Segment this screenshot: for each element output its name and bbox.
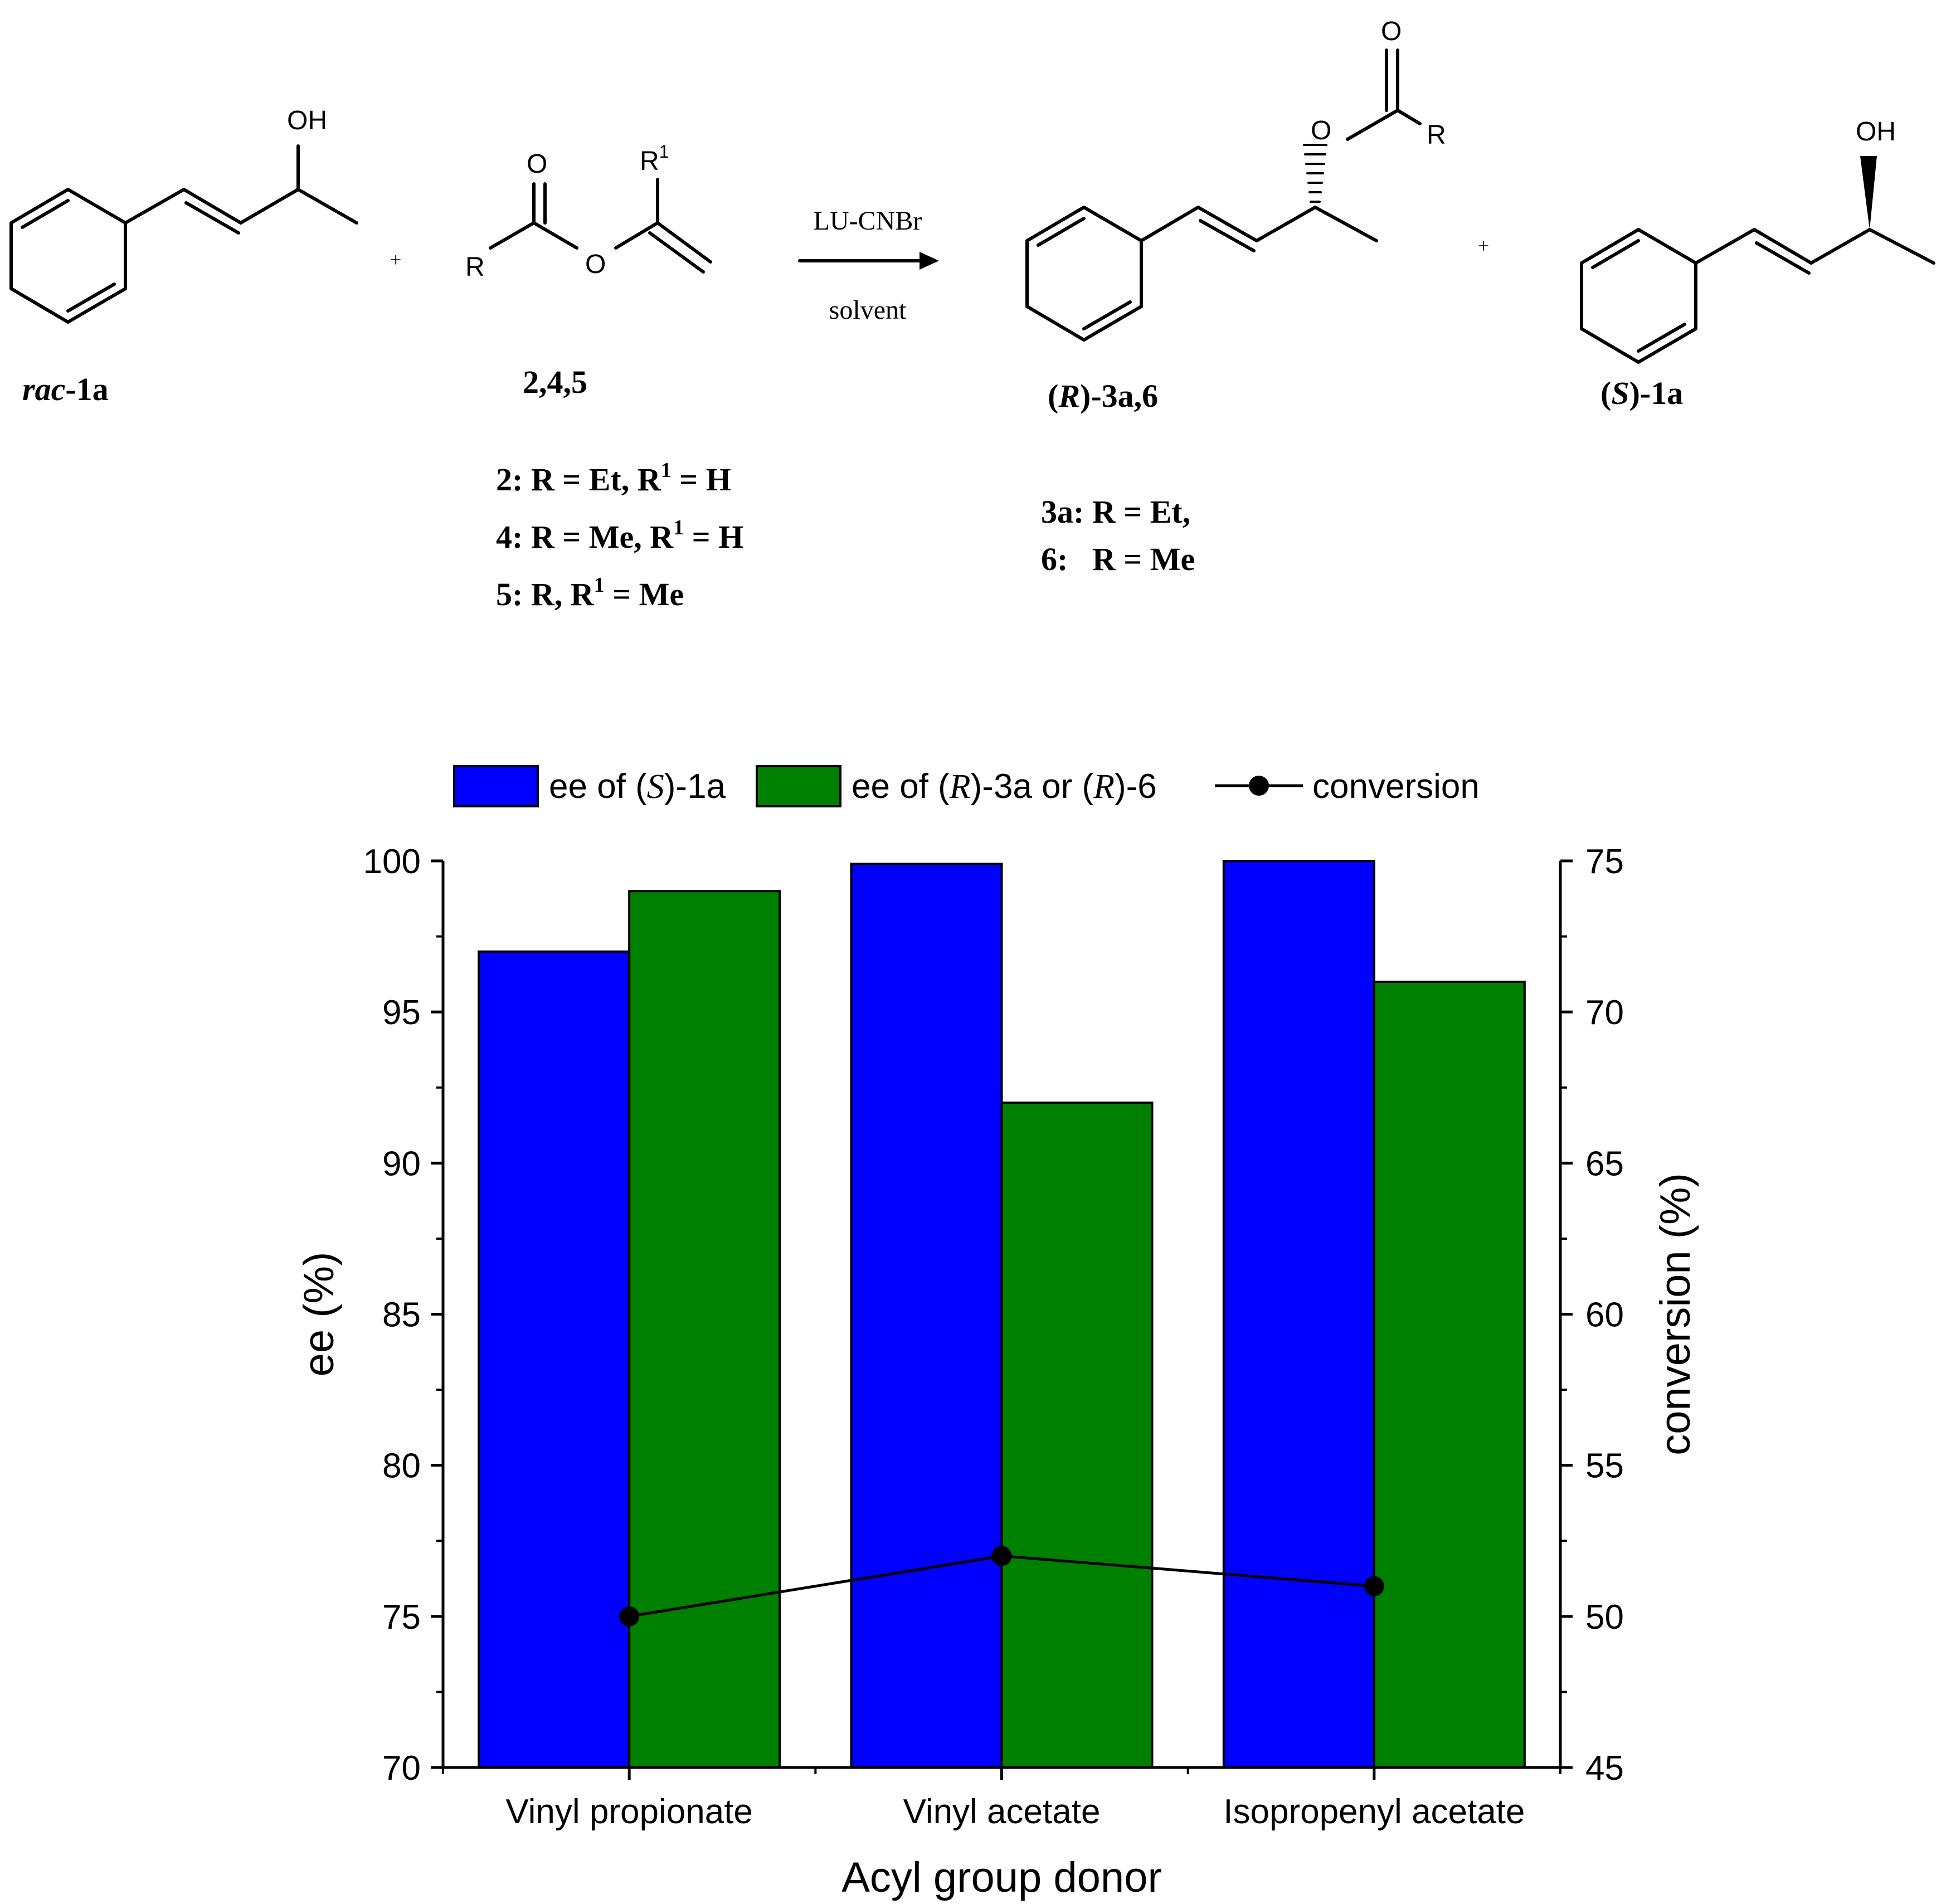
label-suffix: -1a bbox=[65, 371, 108, 407]
legend-text-part: )-1a bbox=[664, 767, 726, 806]
label-s-1a: (S)-1a bbox=[1600, 375, 1683, 411]
atom-label-oh: OH bbox=[287, 106, 327, 135]
reagent-label: LU-CNBr bbox=[814, 206, 922, 236]
y2-axis-title: conversion (%) bbox=[1652, 1173, 1699, 1455]
conversion-point bbox=[619, 1606, 640, 1627]
donor-definition: 2: R = Et, R1 = H bbox=[496, 459, 731, 498]
legend-label-conversion: conversion bbox=[1312, 767, 1480, 806]
benzene-ring bbox=[9, 188, 127, 324]
plus-sign: + bbox=[1478, 235, 1489, 257]
benzene-ring bbox=[1580, 228, 1697, 364]
superscript: 1 bbox=[659, 142, 669, 162]
donor-definition: 4: R = Me, R1 = H bbox=[496, 516, 743, 555]
y-tick-label: 90 bbox=[382, 1145, 421, 1183]
y2-tick-label: 65 bbox=[1585, 1145, 1624, 1183]
label-product: (R)-3a,6 bbox=[1048, 378, 1158, 414]
x-axis-title: Acyl group donor bbox=[841, 1854, 1162, 1901]
label-part: )-1a bbox=[1629, 375, 1684, 411]
plus-sign: + bbox=[390, 249, 401, 271]
solid-wedge bbox=[1860, 156, 1877, 230]
y-axis-title: ee (%) bbox=[295, 1252, 343, 1377]
label-part: S bbox=[1611, 375, 1629, 411]
structure-rac-1a bbox=[9, 144, 358, 324]
legend-text-part: R bbox=[949, 768, 971, 806]
legend-text-part: ee of ( bbox=[852, 767, 950, 806]
y-tick-label: 100 bbox=[363, 843, 421, 881]
bar-r-product bbox=[628, 890, 781, 1769]
definition-part: 4: R = Me, R bbox=[496, 519, 674, 555]
conversion-point bbox=[1364, 1576, 1384, 1596]
donor-definition: 5: R, R1 = Me bbox=[496, 573, 684, 612]
label-part: ( bbox=[1600, 375, 1611, 411]
bar-r-product bbox=[1000, 1101, 1154, 1769]
superscript: 1 bbox=[673, 516, 684, 539]
bar-s-1a bbox=[850, 863, 1003, 1769]
bar-r-product bbox=[1373, 980, 1526, 1769]
x-tick-label: Isopropenyl acetate bbox=[1223, 1793, 1525, 1831]
legend-swatch-s-1a bbox=[453, 765, 539, 807]
atom-label-o: O bbox=[585, 250, 606, 279]
definition-part: 2: R = Et, R bbox=[496, 461, 661, 498]
label-rac-1a: rac-1a bbox=[22, 371, 109, 407]
y2-tick-label: 70 bbox=[1585, 994, 1624, 1032]
reaction-scheme bbox=[9, 48, 1935, 364]
label-part: R bbox=[1058, 378, 1080, 414]
y2-tick-label: 50 bbox=[1585, 1598, 1624, 1637]
legend-label-s-1a: ee of (S)-1a bbox=[549, 767, 726, 806]
legend-text-part: )-3a or ( bbox=[971, 767, 1094, 806]
legend-text-part: S bbox=[647, 768, 664, 806]
chart: 70 75 80 85 90 95 100 45 50 55 60 65 70 75 Vinyl propi… bbox=[295, 765, 1699, 1901]
atom-label-r1: R1 bbox=[640, 142, 669, 176]
atom-label-oh: OH bbox=[1856, 117, 1896, 147]
structure-acyl-donor bbox=[489, 178, 712, 274]
product-definition: 3a: R = Et, bbox=[1041, 494, 1190, 530]
bar-s-1a bbox=[478, 950, 631, 1769]
reaction-arrow bbox=[798, 252, 939, 270]
hashed-wedge bbox=[1303, 144, 1327, 203]
y2-tick-label: 45 bbox=[1585, 1749, 1624, 1788]
atom-label-o: O bbox=[1381, 17, 1402, 46]
atom-label-r: R bbox=[640, 147, 659, 176]
benzene-ring bbox=[1025, 206, 1143, 342]
label-part: ( bbox=[1048, 378, 1058, 414]
definition-part: 5: R, R bbox=[496, 576, 595, 612]
legend-text-part: ee of ( bbox=[549, 767, 647, 806]
legend-text-part: R bbox=[1093, 768, 1115, 806]
condition-label: solvent bbox=[829, 295, 907, 325]
superscript: 1 bbox=[661, 459, 672, 482]
y-tick-label: 80 bbox=[382, 1447, 421, 1486]
y2-tick-label: 55 bbox=[1585, 1447, 1624, 1486]
atom-label-r: R bbox=[465, 252, 485, 282]
x-tick-label: Vinyl acetate bbox=[903, 1793, 1101, 1831]
atom-label-r: R bbox=[1427, 120, 1446, 150]
legend: ee of (S)-1a ee of (R)-3a or (R)-6 convers… bbox=[453, 765, 1480, 807]
y2-tick-label: 60 bbox=[1585, 1296, 1624, 1335]
conversion-point bbox=[991, 1546, 1012, 1566]
y-tick-label: 85 bbox=[382, 1296, 421, 1335]
bar-s-1a bbox=[1222, 860, 1375, 1769]
definition-part: = H bbox=[684, 519, 743, 555]
atom-label-o: O bbox=[527, 149, 547, 179]
product-definition: 6: R = Me bbox=[1041, 541, 1195, 577]
label-prefix: rac bbox=[22, 371, 65, 407]
y2-tick-label: 75 bbox=[1585, 843, 1624, 881]
y-tick-label: 70 bbox=[382, 1749, 421, 1788]
structure-product bbox=[1025, 48, 1422, 342]
legend-swatch-r-product bbox=[756, 765, 841, 807]
y-tick-label: 95 bbox=[382, 994, 421, 1032]
legend-text-part: )-6 bbox=[1115, 767, 1157, 806]
y-tick-label: 75 bbox=[382, 1598, 421, 1637]
definition-part: = Me bbox=[605, 576, 684, 612]
legend-swatch-conversion-point bbox=[1249, 776, 1269, 796]
atom-label-o: O bbox=[1311, 116, 1331, 145]
superscript: 1 bbox=[594, 573, 605, 597]
structure-s-1a bbox=[1580, 228, 1935, 364]
definition-part: = H bbox=[672, 461, 731, 498]
x-tick-label: Vinyl propionate bbox=[505, 1793, 753, 1831]
label-acyl-donor: 2,4,5 bbox=[523, 364, 587, 400]
label-part: )-3a,6 bbox=[1080, 378, 1158, 414]
legend-label-r-product: ee of (R)-3a or (R)-6 bbox=[852, 767, 1157, 806]
